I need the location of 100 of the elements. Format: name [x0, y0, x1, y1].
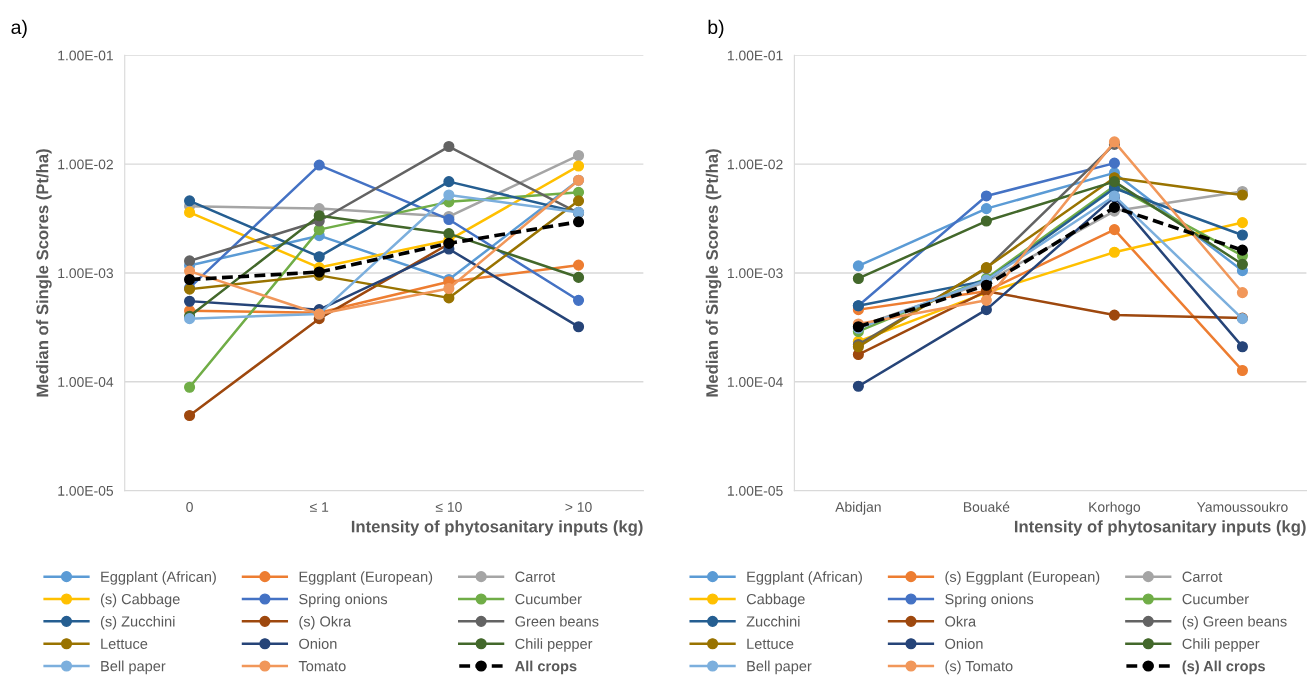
point — [1108, 224, 1120, 236]
legend-label: Cucumber — [515, 593, 582, 605]
x-tick-label: Bouaké — [963, 501, 1010, 512]
y-tick-label: 1.00E-02 — [727, 159, 783, 170]
x-tick-label: Yamoussoukro — [1196, 501, 1288, 512]
point — [1108, 176, 1120, 188]
point — [572, 195, 585, 207]
point — [1108, 309, 1120, 321]
y-tick-label: 1.00E-04 — [727, 377, 783, 387]
y-tick-label: 1.00E-02 — [58, 159, 113, 170]
point — [184, 206, 196, 218]
legend-label: (s) Tomato — [945, 660, 1013, 675]
point — [313, 251, 325, 263]
y-tick-label: 1.00E-03 — [727, 268, 783, 279]
legend-label: Onion — [299, 638, 337, 649]
legend-label: Zucchini — [746, 615, 800, 627]
legend-label: (s) Okra — [299, 615, 352, 630]
point — [1236, 229, 1248, 241]
legend-label: Bell paper — [747, 660, 812, 675]
y-axis-title: Median of Single Scores (Pt/ha) — [36, 149, 52, 397]
point — [980, 304, 992, 316]
point — [1108, 246, 1120, 258]
point — [1236, 217, 1248, 229]
legend-label: Onion — [945, 638, 983, 649]
point — [572, 294, 585, 306]
point — [184, 381, 196, 393]
y-axis-title: Median of Single Scores (Pt/ha) — [705, 149, 722, 397]
x-tick-label: 0 — [186, 502, 193, 512]
legend-label: Chili pepper — [515, 638, 593, 652]
chart-title: a) — [11, 19, 27, 38]
point — [1108, 201, 1120, 213]
legend-label: Okra — [945, 615, 977, 627]
point — [184, 295, 196, 307]
legend-label: Lettuce — [101, 638, 148, 649]
point — [852, 272, 864, 285]
point — [572, 271, 585, 283]
x-axis-title: Intensity of phytosanitary inputs (kg) — [351, 520, 643, 536]
y-tick-label: 1.00E-01 — [58, 50, 113, 61]
point — [1236, 258, 1248, 270]
point — [1236, 364, 1248, 377]
point — [852, 380, 864, 392]
point — [572, 216, 585, 228]
legend-label: (s) Green beans — [1182, 615, 1287, 630]
point — [980, 294, 992, 306]
point — [1236, 287, 1248, 299]
legend-label: (s) All crops — [1182, 660, 1265, 675]
y-tick-label: 1.00E-03 — [58, 268, 114, 279]
point — [1236, 341, 1248, 353]
x-tick-label: Abidjan — [835, 501, 881, 515]
point — [572, 149, 585, 162]
legend-label: Eggplant (European) — [299, 571, 433, 585]
legend-label: Bell paper — [101, 660, 166, 675]
legend-label: Carrot — [515, 571, 556, 582]
x-axis-title: Intensity of phytosanitary inputs (kg) — [1014, 520, 1306, 536]
legend-label: Cabbage — [746, 593, 805, 608]
legend-label: Spring onions — [945, 593, 1034, 608]
chart-title: b) — [708, 19, 724, 38]
point — [313, 210, 325, 222]
x-tick-label: ≤ 1 — [310, 502, 329, 512]
point — [443, 189, 455, 201]
legend-label: (s) Cabbage — [100, 593, 180, 608]
point — [1236, 244, 1248, 256]
x-tick-label: Korhogo — [1089, 501, 1141, 515]
point — [443, 282, 455, 295]
legend-label: Eggplant (African) — [101, 571, 216, 585]
legend-label: All crops — [515, 660, 577, 675]
point — [184, 255, 196, 267]
point — [1108, 157, 1120, 169]
y-tick-label: 1.00E-01 — [727, 50, 783, 61]
point — [443, 140, 455, 153]
legend-label: Chili pepper — [1182, 638, 1260, 652]
point — [852, 260, 864, 272]
point — [572, 160, 585, 172]
legend-label: Carrot — [1182, 571, 1223, 582]
point — [572, 259, 585, 271]
y-tick-label: 1.00E-04 — [58, 377, 114, 387]
legend-label: Lettuce — [747, 638, 794, 649]
point — [980, 203, 992, 215]
y-tick-label: 1.00E-05 — [727, 485, 783, 496]
legend-label: Cucumber — [1182, 593, 1249, 605]
point — [184, 195, 196, 207]
point — [572, 321, 585, 333]
point — [443, 292, 455, 304]
point — [184, 409, 196, 422]
legend-label: (s) Zucchini — [100, 615, 175, 630]
point — [443, 176, 455, 188]
legend-label: Tomato — [298, 661, 346, 672]
point — [443, 228, 455, 240]
point — [313, 159, 325, 171]
x-tick-label: > 10 — [565, 502, 592, 512]
point — [184, 273, 196, 286]
legend-label: Eggplant (African) — [747, 571, 862, 585]
legend-label: (s) Eggplant (European) — [945, 571, 1100, 585]
point — [1236, 189, 1248, 201]
y-tick-label: 1.00E-05 — [58, 485, 114, 496]
x-tick-label: ≤ 10 — [435, 502, 462, 512]
point — [980, 190, 992, 202]
legend-label: Green beans — [515, 615, 599, 627]
legend-label: Spring onions — [299, 593, 388, 608]
point — [980, 215, 992, 227]
